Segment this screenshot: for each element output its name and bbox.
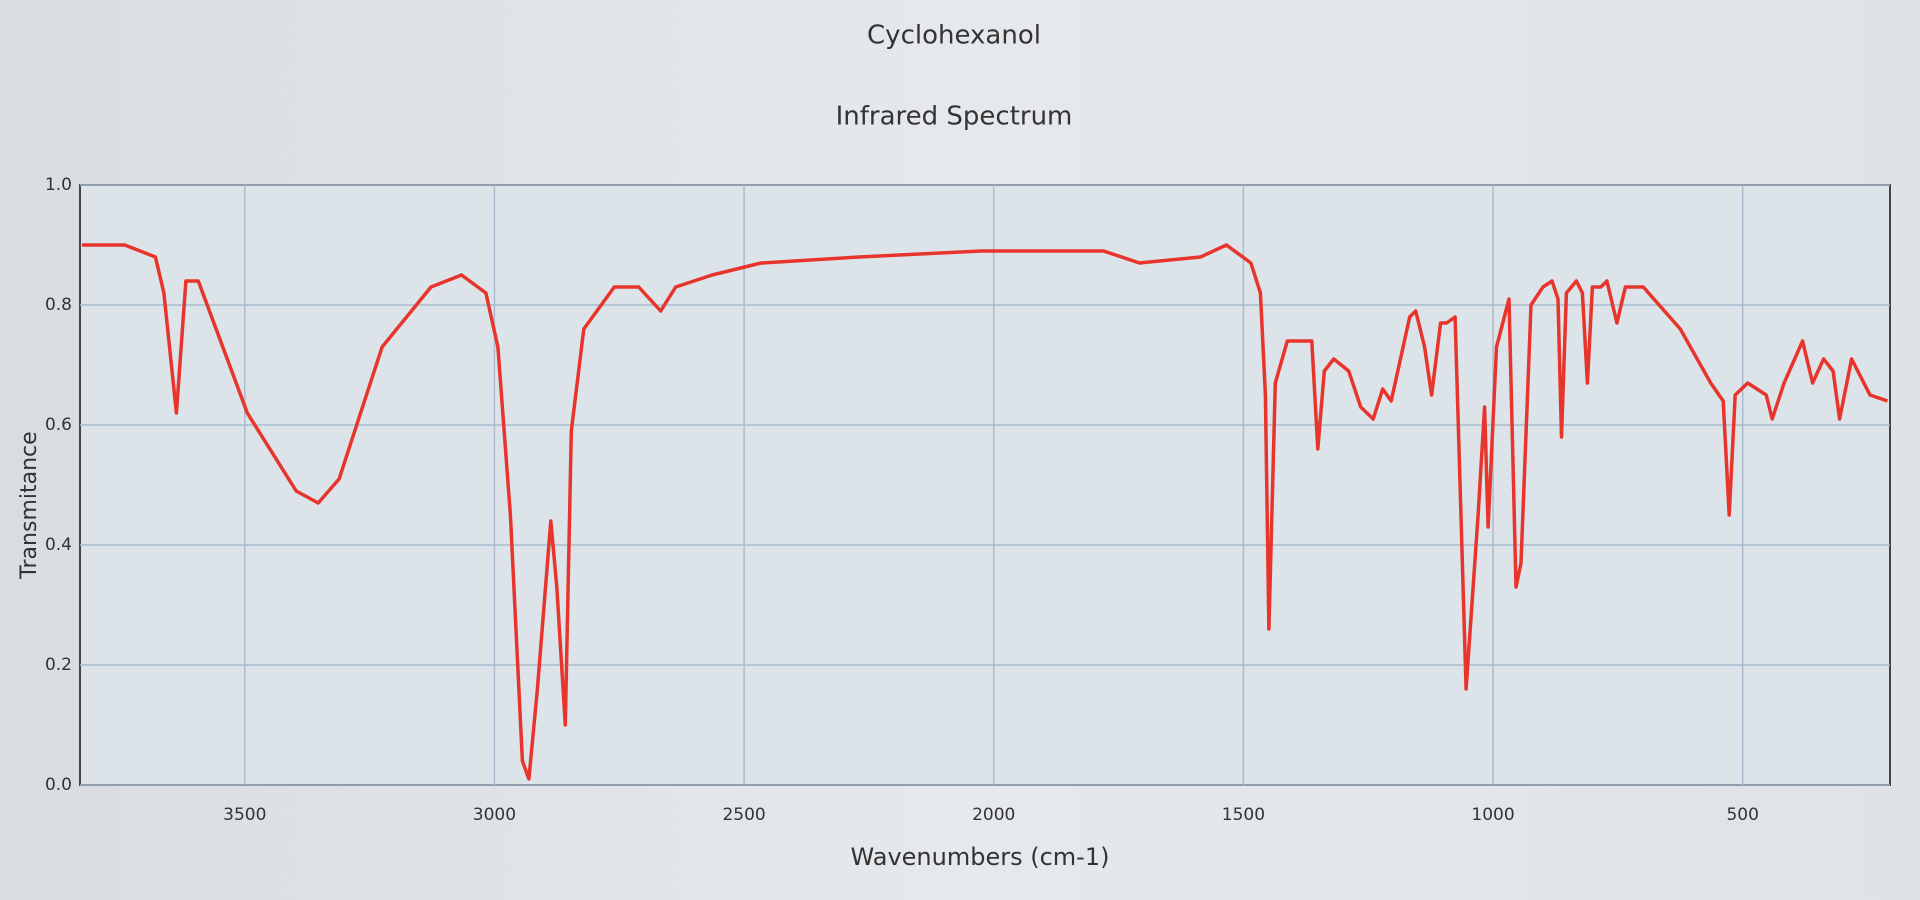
y-axis-title: Transmitance [17, 431, 42, 579]
chart-title: Cyclohexanol [867, 21, 1041, 51]
chart-subtitle: Infrared Spectrum [836, 102, 1073, 132]
x-tick-label: 1500 [1222, 805, 1265, 825]
spectrum-line [82, 243, 1889, 781]
x-tick-label: 3500 [223, 805, 266, 825]
y-tick-label: 0.8 [45, 295, 72, 315]
y-tick-label: 0.4 [45, 535, 72, 555]
y-tick-label: 0.6 [45, 415, 72, 435]
x-tick-label: 1000 [1471, 805, 1514, 825]
y-tick-label: 1.0 [45, 175, 72, 195]
plot-area [79, 184, 1891, 786]
x-tick-label: 2500 [722, 805, 765, 825]
x-tick-label: 3000 [473, 805, 516, 825]
x-tick-label: 500 [1726, 805, 1758, 825]
y-tick-label: 0.0 [45, 775, 72, 795]
x-tick-label: 2000 [972, 805, 1015, 825]
y-tick-label: 0.2 [45, 655, 72, 675]
x-axis-title: Wavenumbers (cm-1) [851, 843, 1110, 871]
